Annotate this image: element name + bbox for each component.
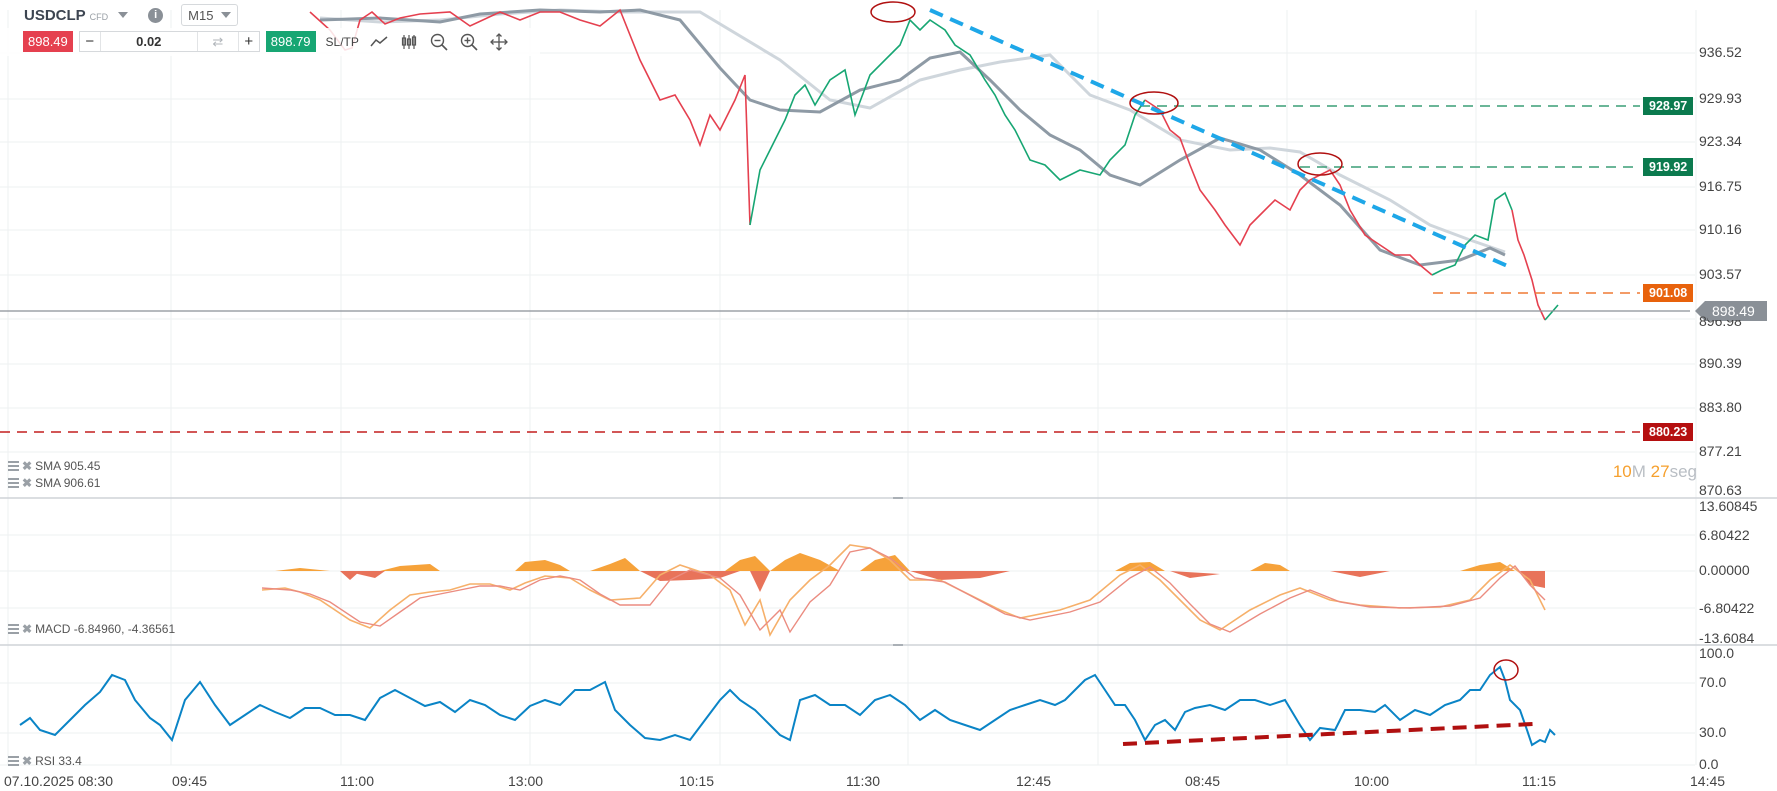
- level-tag-928[interactable]: 928.97: [1643, 97, 1694, 115]
- rsi-legend: ✖ RSI 33.4: [8, 754, 82, 768]
- settings-menu-icon[interactable]: [8, 478, 19, 488]
- sma-fast-line: [319, 8, 1506, 267]
- sma-legend-2: ✖ SMA 906.61: [8, 476, 100, 490]
- order-row: 898.49 − 0.02 ⇄ + 898.79 SL/TP: [23, 31, 509, 52]
- sma-legend-value: SMA 905.45: [35, 459, 101, 473]
- price-tick: 903.57: [1699, 266, 1742, 282]
- countdown-minutes: 10: [1612, 462, 1632, 481]
- timeframe-select[interactable]: M15: [181, 4, 239, 26]
- annotation-circle: [1297, 152, 1343, 176]
- close-icon[interactable]: ✖: [22, 476, 33, 490]
- swap-icon[interactable]: ⇄: [212, 34, 224, 49]
- symbol-type: CFD: [89, 12, 109, 22]
- timeframe-value: M15: [188, 7, 214, 23]
- gridlines: [0, 10, 1697, 766]
- countdown-seconds: 27: [1650, 462, 1670, 481]
- time-tick: 08:45: [1185, 773, 1221, 789]
- time-tick: 11:30: [846, 773, 880, 789]
- sma-legend-value: SMA 906.61: [35, 476, 101, 490]
- price-tick: 870.63: [1699, 482, 1742, 498]
- symbol-name[interactable]: USDCLP: [24, 6, 86, 24]
- qty-minus-button[interactable]: −: [85, 33, 95, 50]
- time-tick: 10:15: [679, 773, 715, 789]
- close-icon[interactable]: ✖: [22, 754, 33, 768]
- price-tick: 916.75: [1699, 178, 1742, 194]
- price-candles: [309, 8, 1559, 321]
- quantity-stepper[interactable]: − 0.02 ⇄ +: [78, 31, 260, 52]
- quantity-input[interactable]: 0.02: [99, 32, 198, 51]
- rsi-tick: 0.0: [1699, 756, 1719, 772]
- zoom-in-icon[interactable]: [459, 32, 479, 52]
- level-tag-919[interactable]: 919.92: [1643, 158, 1694, 176]
- symbol-row: USDCLP CFD i M15: [24, 4, 239, 26]
- level-tag-880[interactable]: 880.23: [1643, 423, 1694, 441]
- rsi-support-trendline: [1122, 722, 1534, 746]
- candlestick-icon[interactable]: [399, 32, 419, 52]
- macd-legend: ✖ MACD -6.84960, -4.36561: [8, 622, 175, 636]
- macd-tick: 13.60845: [1699, 498, 1758, 514]
- price-tick: 910.16: [1699, 221, 1742, 237]
- level-tag-901[interactable]: 901.08: [1643, 284, 1694, 302]
- settings-menu-icon[interactable]: [8, 624, 19, 634]
- countdown-minutes-unit: M: [1631, 462, 1646, 481]
- time-tick: 11:00: [340, 773, 374, 789]
- time-tick: 07.10.2025 08:30: [4, 773, 113, 789]
- zoom-out-icon[interactable]: [429, 32, 449, 52]
- macd-histogram: [275, 553, 1545, 592]
- price-tick: 890.39: [1699, 355, 1742, 371]
- descending-trendline[interactable]: [929, 8, 1513, 270]
- time-tick: 13:00: [508, 773, 544, 789]
- macd-signal-line: [261, 547, 1546, 634]
- price-tick: 877.21: [1699, 443, 1742, 459]
- line-chart-icon[interactable]: [369, 32, 389, 52]
- macd-legend-value: MACD -6.84960, -4.36561: [35, 622, 176, 636]
- rsi-line: [19, 665, 1556, 747]
- price-tick: 929.93: [1699, 90, 1742, 106]
- macd-tick: -13.6084: [1699, 630, 1755, 646]
- settings-menu-icon[interactable]: [8, 461, 19, 471]
- info-icon[interactable]: i: [148, 7, 164, 23]
- buy-button[interactable]: 898.79: [265, 31, 316, 52]
- price-tick: 936.52: [1699, 44, 1742, 60]
- rsi-tick: 30.0: [1699, 724, 1727, 740]
- time-tick: 11:15: [1522, 773, 1556, 789]
- move-icon[interactable]: [489, 32, 509, 52]
- sma-legend-1: ✖ SMA 905.45: [8, 459, 100, 473]
- price-tick: 923.34: [1699, 133, 1742, 149]
- pane-resize-handle[interactable]: [893, 644, 903, 646]
- sell-button[interactable]: 898.49: [23, 31, 73, 52]
- chevron-down-icon: [221, 12, 232, 18]
- time-tick: 14:45: [1690, 773, 1726, 789]
- annotation-circle: [1129, 91, 1179, 115]
- countdown-seconds-unit: seg: [1669, 462, 1697, 481]
- sl-tp-button[interactable]: SL/TP: [325, 34, 359, 49]
- rsi-tick: 70.0: [1699, 674, 1727, 690]
- quantity-value: 0.02: [136, 34, 162, 49]
- pane-resize-handle[interactable]: [893, 497, 903, 499]
- symbol-dropdown-icon[interactable]: [118, 12, 129, 18]
- rsi-legend-value: RSI 33.4: [35, 754, 82, 768]
- time-tick: 09:45: [172, 773, 208, 789]
- price-tick: 883.80: [1699, 399, 1742, 415]
- macd-tick: 6.80422: [1699, 527, 1750, 543]
- current-price-label: 898.49: [1708, 302, 1759, 320]
- rsi-tick: 100.0: [1699, 645, 1735, 661]
- macd-tick: 0.00000: [1699, 562, 1750, 578]
- candle-countdown: 10M 27seg: [1613, 462, 1697, 482]
- macd-line: [261, 544, 1546, 638]
- settings-menu-icon[interactable]: [8, 756, 19, 766]
- close-icon[interactable]: ✖: [22, 459, 33, 473]
- close-icon[interactable]: ✖: [22, 622, 33, 636]
- time-tick: 12:45: [1016, 773, 1052, 789]
- annotation-circle: [870, 1, 916, 23]
- time-tick: 10:00: [1354, 773, 1390, 789]
- qty-plus-button[interactable]: +: [237, 32, 259, 51]
- rsi-annotation-circle: [1493, 659, 1519, 681]
- macd-tick: -6.80422: [1699, 600, 1755, 616]
